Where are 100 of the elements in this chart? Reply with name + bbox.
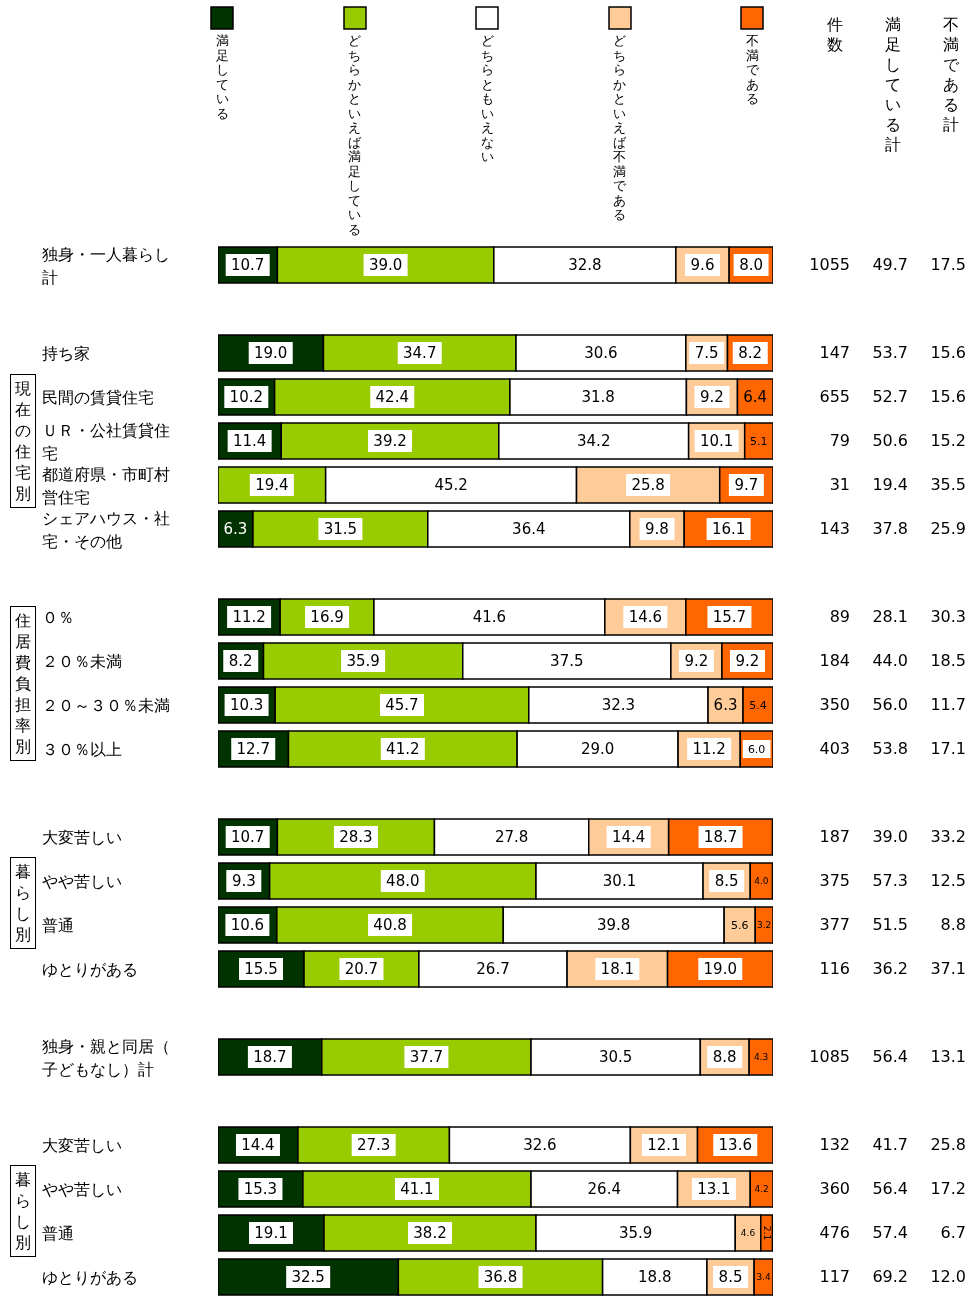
text: 1055 <box>808 254 850 276</box>
text: 8.8 <box>939 914 966 936</box>
data-label: 36.8 <box>483 1268 518 1286</box>
data-label: 10.1 <box>699 432 734 450</box>
y-tick-label: 独身・親と同居（子どもなし）計 <box>42 1036 170 1078</box>
text: 現在の住宅別 <box>15 378 31 504</box>
text: どちらともいえない <box>480 33 494 164</box>
text: 52.7 <box>871 386 908 408</box>
text: どちらかといえば満足している <box>348 33 361 237</box>
text: 375 <box>818 870 850 892</box>
text: 116 <box>818 958 850 980</box>
data-label: 32.8 <box>568 256 602 274</box>
text: 117 <box>818 1266 850 1288</box>
text: 25.9 <box>929 518 966 540</box>
data-label: 4.3 <box>753 1052 769 1062</box>
data-label: 30.1 <box>602 872 637 890</box>
data-label: 37.7 <box>409 1048 444 1066</box>
y-tick-label: ゆとりがある <box>42 1267 138 1287</box>
data-label: 5.1 <box>750 434 768 448</box>
data-label: 10.2 <box>229 388 264 406</box>
text: 28.1 <box>871 606 908 628</box>
data-label: 11.2 <box>692 740 726 758</box>
text: 13.1 <box>929 1046 966 1068</box>
data-label: 19.0 <box>703 960 737 978</box>
text: 57.4 <box>871 1222 908 1244</box>
y-tick-label: シェアハウス・社宅・その他 <box>42 508 170 550</box>
data-label: 11.4 <box>232 432 267 450</box>
data-label: 12.7 <box>236 740 270 758</box>
data-label: 10.7 <box>230 256 265 274</box>
data-label: 19.0 <box>254 344 288 362</box>
data-label: 8.0 <box>739 256 764 274</box>
data-label: 16.1 <box>711 520 746 538</box>
text: 44.0 <box>871 650 908 672</box>
y-tick-label: 普通 <box>42 1223 74 1243</box>
text: 184 <box>818 650 850 672</box>
data-label: 34.2 <box>577 432 611 450</box>
data-label: 18.7 <box>253 1048 287 1066</box>
text: 403 <box>818 738 850 760</box>
data-label: 45.2 <box>434 476 468 494</box>
y-tick-label: 普通 <box>42 915 74 935</box>
data-label: 3.4 <box>756 1272 771 1282</box>
data-label: 8.2 <box>228 652 253 670</box>
data-label: 4.6 <box>740 1228 756 1238</box>
text: どちらかといえば不満である <box>613 33 626 222</box>
text: 35.5 <box>929 474 966 496</box>
data-label: 41.1 <box>400 1180 434 1198</box>
text: 51.5 <box>871 914 908 936</box>
text: 49.7 <box>871 254 908 276</box>
data-label: 14.6 <box>628 608 663 626</box>
data-label: 19.4 <box>255 476 289 494</box>
text: 不満である計 <box>943 15 959 135</box>
data-label: 31.5 <box>323 520 358 538</box>
data-label: 13.1 <box>697 1180 731 1198</box>
data-label: 18.8 <box>638 1268 672 1286</box>
text: 暮らし別 <box>15 1169 31 1253</box>
y-tick-label: ２０％未満 <box>42 651 122 671</box>
data-label: 9.7 <box>734 476 759 494</box>
text: 満足している計 <box>885 15 901 155</box>
data-label: 9.2 <box>684 652 709 670</box>
text: 377 <box>818 914 850 936</box>
text: 25.8 <box>929 1134 966 1156</box>
text: 17.5 <box>929 254 966 276</box>
data-label: 30.5 <box>598 1048 633 1066</box>
data-label: 10.7 <box>230 828 265 846</box>
data-label: 39.8 <box>597 916 631 934</box>
data-label: 9.6 <box>690 256 715 274</box>
text: 53.8 <box>871 738 908 760</box>
y-tick-label: ３０％以上 <box>42 739 122 759</box>
data-label: 20.7 <box>344 960 379 978</box>
text: 39.0 <box>871 826 908 848</box>
data-label: 14.4 <box>612 828 646 846</box>
text: 53.7 <box>871 342 908 364</box>
data-label: 25.8 <box>631 476 665 494</box>
data-label: 42.4 <box>375 388 409 406</box>
text: 79 <box>828 430 850 452</box>
text: 6.7 <box>939 1222 966 1244</box>
text: 12.5 <box>929 870 966 892</box>
data-label: 34.7 <box>403 344 437 362</box>
data-label: 8.5 <box>714 872 739 890</box>
text: 350 <box>818 694 850 716</box>
data-label: 4.2 <box>754 1184 769 1194</box>
text: 187 <box>818 826 850 848</box>
data-label: 40.8 <box>373 916 407 934</box>
data-label: 4.0 <box>754 876 769 886</box>
text: 132 <box>818 1134 850 1156</box>
text: 30.3 <box>929 606 966 628</box>
data-label: 11.2 <box>232 608 266 626</box>
data-label: 14.4 <box>241 1136 275 1154</box>
data-label: 12.1 <box>647 1136 681 1154</box>
text: 18.5 <box>929 650 966 672</box>
text: 50.6 <box>871 430 908 452</box>
data-label: 6.4 <box>743 388 768 406</box>
data-label: 15.3 <box>243 1180 278 1198</box>
y-tick-label: ＵＲ・公社賃貸住宅 <box>42 420 170 462</box>
text: 11.7 <box>929 694 966 716</box>
y-tick-label: 民間の賃貸住宅 <box>42 387 154 407</box>
text: 41.7 <box>871 1134 908 1156</box>
text: 暮らし別 <box>15 861 31 945</box>
text: 655 <box>818 386 850 408</box>
data-label: 8.5 <box>718 1268 743 1286</box>
